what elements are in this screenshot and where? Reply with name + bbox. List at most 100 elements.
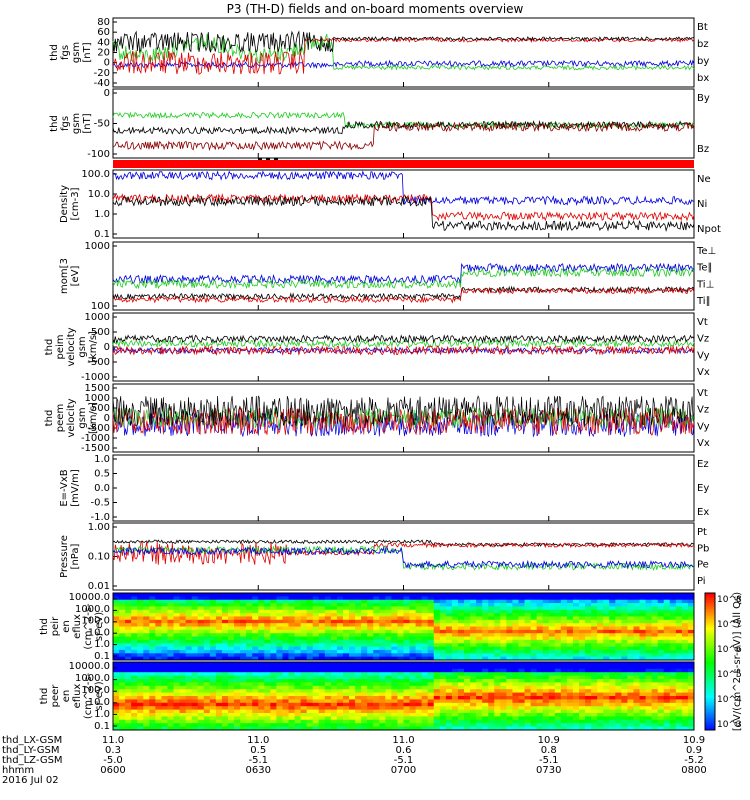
spectrogram-cell	[615, 656, 622, 661]
spectrogram-cell	[276, 672, 283, 677]
spectrogram-cell	[621, 682, 628, 687]
mode-bar-mark	[266, 158, 270, 160]
spectrogram-cell	[585, 696, 592, 700]
spectrogram-cell	[264, 709, 271, 714]
spectrogram-cell	[554, 596, 562, 601]
spectrogram-cell	[409, 606, 417, 611]
spectrogram-cell	[675, 716, 683, 721]
spectrogram-cell	[288, 606, 296, 611]
spectrogram-cell	[548, 633, 556, 638]
spectrogram-cell	[445, 679, 453, 683]
spectrogram-cell	[179, 685, 187, 690]
spectrogram-cell	[554, 623, 562, 627]
spectrogram-cell	[373, 662, 380, 666]
y-tick-label: 60	[97, 27, 110, 38]
spectrogram-cell	[524, 668, 532, 673]
spectrogram-cell	[579, 623, 586, 627]
spectrogram-cell	[252, 689, 259, 694]
spectrogram-cell	[433, 706, 441, 711]
spectrogram-cell	[336, 649, 344, 654]
spectrogram-cell	[409, 639, 417, 644]
spectrogram-cell	[451, 726, 459, 731]
spectrogram-cell	[663, 689, 671, 694]
spectrogram-cell	[494, 716, 501, 721]
spectrogram-cell	[427, 643, 435, 648]
spectrogram-cell	[373, 665, 380, 670]
spectrogram-cell	[615, 696, 622, 700]
spectrogram-cell	[197, 679, 205, 683]
spectrogram-cell	[113, 716, 120, 721]
spectrogram-cell	[445, 653, 453, 658]
spectrogram-cell	[451, 685, 459, 690]
spectrogram-cell	[234, 672, 241, 677]
spectrogram-cell	[270, 716, 277, 721]
spectrogram-cell	[240, 723, 247, 728]
spectrogram-cell	[464, 643, 471, 648]
spectrogram-cell	[524, 699, 532, 704]
spectrogram-cell	[579, 675, 586, 680]
spectrogram-cell	[681, 639, 689, 644]
spectrogram-cell	[530, 685, 538, 690]
spectrogram-cell	[663, 679, 671, 683]
spectrogram-cell	[161, 726, 168, 731]
spectrogram-cell	[240, 613, 247, 617]
spectrogram-cell	[427, 653, 435, 658]
spectrogram-cell	[409, 662, 417, 666]
spectrogram-cell	[488, 599, 495, 604]
spectrogram-cell	[512, 633, 519, 638]
colorbar-cell	[705, 645, 715, 649]
spectrogram-cell	[488, 629, 495, 634]
spectrogram-cell	[645, 713, 653, 717]
spectrogram-cell	[282, 613, 290, 617]
spectrogram-cell	[457, 689, 465, 694]
spectrogram-cell	[264, 603, 271, 607]
spectrogram-cell	[185, 723, 193, 728]
spectrogram-cell	[433, 593, 441, 597]
spectrogram-cell	[494, 599, 501, 604]
y-tick-label: -20	[94, 68, 110, 79]
y-tick-label: -1500	[81, 443, 110, 454]
spectrogram-cell	[506, 662, 513, 666]
spectrogram-cell	[427, 626, 435, 631]
spectrogram-cell	[203, 713, 211, 717]
spectrogram-cell	[518, 626, 526, 631]
spectrogram-cell	[451, 699, 459, 704]
x-axis-row-label: thd_LX-GSM	[2, 735, 62, 746]
spectrogram-cell	[137, 726, 144, 731]
spectrogram-cell	[270, 702, 277, 707]
spectrogram-cell	[349, 603, 356, 607]
spectrogram-cell	[264, 685, 271, 690]
spectrogram-cell	[518, 629, 526, 634]
spectrogram-cell	[125, 685, 132, 690]
spectrogram-cell	[215, 606, 223, 611]
spectrogram-cell	[197, 613, 205, 617]
spectrogram-cell	[591, 609, 598, 614]
spectrogram-cell	[185, 603, 193, 607]
spectrogram-cell	[119, 726, 126, 731]
spectrogram-cell	[639, 679, 647, 683]
spectrogram-cell	[548, 672, 556, 677]
spectrogram-cell	[403, 702, 411, 707]
spectrogram-cell	[288, 679, 296, 683]
spectrogram-cell	[609, 672, 616, 677]
spectrogram-cell	[409, 723, 417, 728]
spectrogram-cell	[476, 713, 483, 717]
spectrogram-cell	[342, 679, 350, 683]
spectrogram-cell	[143, 675, 150, 680]
spectrogram-cell	[252, 609, 259, 614]
spectrogram-cell	[470, 679, 477, 683]
spectrogram-cell	[427, 636, 435, 641]
spectrogram-cell	[143, 633, 150, 638]
spectrogram-cell	[403, 682, 411, 687]
spectrogram-cell	[669, 699, 677, 704]
spectrogram-cell	[464, 692, 471, 697]
spectrogram-cell	[409, 672, 417, 677]
spectrogram-cell	[221, 626, 229, 631]
spectrogram-cell	[252, 606, 259, 611]
spectrogram-cell	[179, 606, 187, 611]
spectrogram-cell	[258, 668, 265, 673]
spectrogram-cell	[161, 613, 168, 617]
spectrogram-cell	[421, 639, 429, 644]
spectrogram-cell	[203, 668, 211, 673]
spectrogram-cell	[615, 713, 622, 717]
